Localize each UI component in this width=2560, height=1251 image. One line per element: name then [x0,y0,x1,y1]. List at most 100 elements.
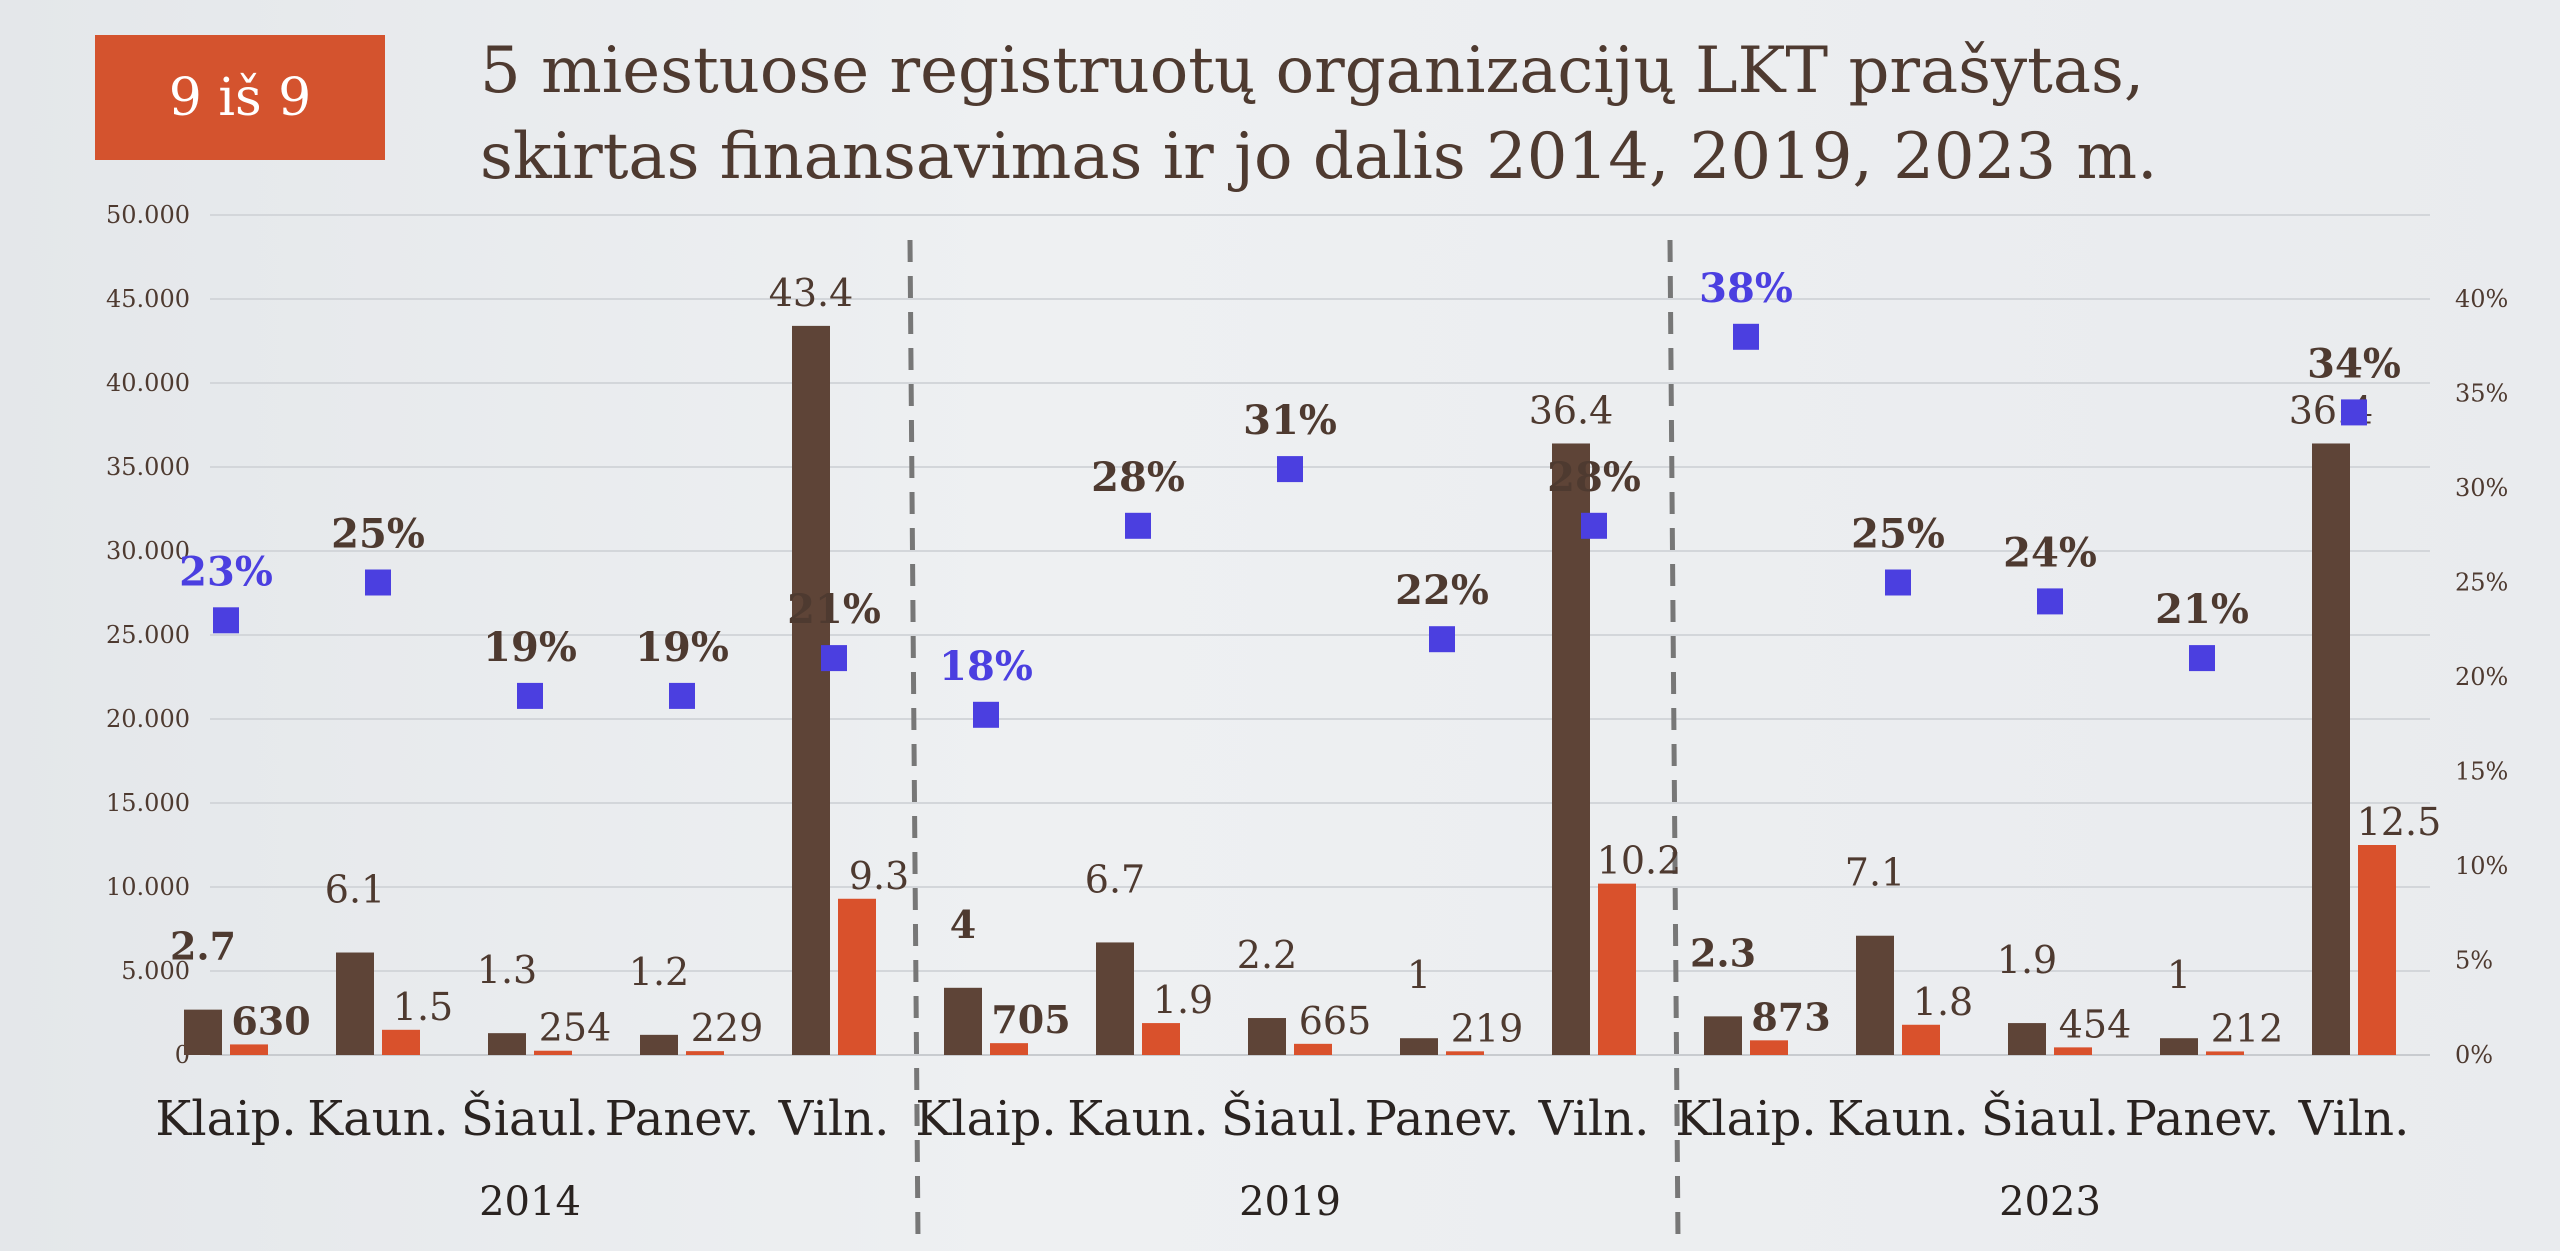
left-axis-tick: 5.000 [121,957,190,985]
requested-value-label: 7.1 [1845,851,1905,895]
share-marker [517,682,543,709]
share-label: 25% [331,511,425,558]
share-label: 28% [1091,454,1185,501]
granted-value-label: 1.9 [1153,978,1213,1022]
share-label: 23% [179,548,273,595]
right-axis-tick: 5% [2455,947,2493,975]
granted-bar [382,1029,420,1055]
share-marker [973,701,999,728]
category-label: Klaip. [915,1091,1056,1147]
category-label: Kaun. [307,1091,449,1147]
requested-bar [1704,1016,1742,1055]
requested-bar [640,1034,678,1055]
left-axis-tick: 35.000 [106,453,190,481]
granted-bar [1750,1040,1788,1055]
requested-bar [792,325,830,1055]
granted-value-label: 254 [539,1006,612,1050]
requested-value-label: 1.9 [1997,938,2057,982]
year-label: 2014 [479,1179,581,1225]
requested-bar [488,1033,526,1055]
right-axis-tick: 40% [2455,285,2508,313]
granted-value-label: 12.5 [2357,800,2442,844]
granted-bar [1902,1024,1940,1055]
granted-value-label: 229 [691,1006,764,1050]
year-label: 2019 [1239,1179,1341,1225]
category-label: Kaun. [1067,1091,1209,1147]
requested-value-label: 1 [1407,953,1431,997]
granted-bar [1598,883,1636,1055]
title-line-1: 5 miestuose registruotų organizacijų LKT… [480,34,2145,108]
share-label: 38% [1699,265,1793,312]
right-axis-tick: 25% [2455,569,2508,597]
granted-value-label: 665 [1299,999,1372,1043]
granted-bar [534,1050,572,1055]
category-label: Viln. [1538,1091,1650,1147]
requested-bar [336,952,374,1055]
category-label: Šiaul. [461,1089,599,1147]
right-axis-tick: 0% [2455,1041,2493,1069]
share-marker [1277,456,1303,483]
granted-value-label: 219 [1451,1006,1524,1050]
share-label: 25% [1851,511,1945,558]
left-axis-tick: 40.000 [106,369,190,397]
left-axis-tick: 45.000 [106,285,190,313]
share-label: 18% [939,643,1033,690]
requested-bar [2312,443,2350,1056]
category-label: Šiaul. [1981,1089,2119,1147]
share-marker [2341,399,2367,426]
share-marker [1429,626,1455,653]
granted-value-label: 9.3 [849,854,909,898]
requested-value-label: 2.2 [1237,933,1297,977]
left-axis-tick: 30.000 [106,537,190,565]
granted-bar [990,1043,1028,1055]
share-label: 21% [787,586,881,633]
requested-value-label: 36.4 [1529,388,1614,432]
requested-bar [1248,1018,1286,1055]
granted-bar [2054,1047,2092,1055]
right-axis-tick: 10% [2455,852,2508,880]
granted-value-label: 1.5 [393,985,453,1029]
left-axis-tick: 20.000 [106,705,190,733]
share-marker [1733,323,1759,350]
requested-value-label: 2.7 [170,924,236,969]
share-marker [2189,645,2215,672]
left-axis-tick: 10.000 [106,873,190,901]
granted-bar [1142,1023,1180,1055]
group-divider [907,239,921,1241]
share-marker [1125,512,1151,539]
share-marker [1581,512,1607,539]
granted-value-label: 873 [1751,994,1830,1039]
title-line-2: skirtas finansavimas ir jo dalis 2014, 2… [480,120,2158,194]
category-label: Panev. [2125,1091,2280,1147]
slide-title: 5 miestuose registruotų organizacijų LKT… [480,28,2157,200]
requested-bar [1096,942,1134,1055]
granted-value-label: 212 [2211,1006,2284,1050]
share-label: 34% [2307,340,2401,387]
category-label: Viln. [2298,1091,2410,1147]
category-label: Panev. [605,1091,760,1147]
requested-bar [184,1009,222,1055]
share-label: 19% [483,624,577,671]
category-label: Panev. [1365,1091,1520,1147]
slide-number-badge: 9 iš 9 [95,35,385,160]
requested-value-label: 1.3 [477,948,537,992]
right-axis-tick: 20% [2455,663,2508,691]
requested-value-label: 1.2 [629,950,689,994]
group-divider [1667,239,1681,1241]
left-axis-tick: 15.000 [106,789,190,817]
requested-bar [944,987,982,1055]
requested-bar [2160,1038,2198,1055]
granted-value-label: 630 [231,998,310,1043]
right-axis-tick: 30% [2455,474,2508,502]
category-label: Kaun. [1827,1091,1969,1147]
share-marker [669,682,695,709]
requested-bar [2008,1023,2046,1055]
granted-bar [686,1051,724,1055]
category-label: Klaip. [1675,1091,1816,1147]
share-marker [2037,588,2063,615]
left-axis-tick: 25.000 [106,621,190,649]
granted-value-label: 454 [2059,1002,2132,1046]
requested-value-label: 6.7 [1085,857,1145,901]
requested-bar [1856,935,1894,1055]
